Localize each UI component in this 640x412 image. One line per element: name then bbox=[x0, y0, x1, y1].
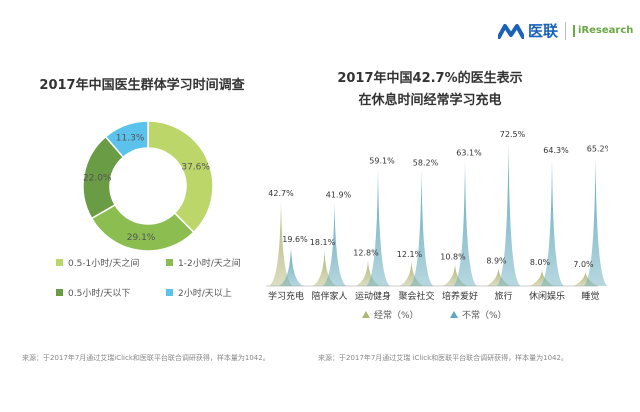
data-label-often-0: 42.7% bbox=[268, 189, 294, 198]
partner-logo: iResearch bbox=[573, 24, 633, 37]
data-label-seldom-5: 72.5% bbox=[500, 130, 526, 139]
right-source-note: 来源：于2017年7月通过艾瑞 iClick和医联平台联合调研获得，样本量为10… bbox=[318, 354, 568, 362]
peak-often-2 bbox=[356, 260, 380, 286]
category-label-5: 旅行 bbox=[494, 290, 512, 302]
legend-swatch bbox=[56, 259, 63, 266]
legend-label-0: 经常（%） bbox=[374, 309, 419, 321]
data-label-often-7: 7.0% bbox=[573, 260, 594, 269]
legend-swatch bbox=[56, 289, 63, 296]
peak-seldom-1 bbox=[322, 202, 347, 286]
donut-chart-title: 2017年中国医生群体学习时间调查 bbox=[39, 78, 245, 93]
peak-seldom-0 bbox=[279, 247, 303, 286]
donut-value-label-2: 22.0% bbox=[83, 173, 112, 183]
data-label-seldom-7: 65.2% bbox=[587, 144, 608, 153]
legend-marker-0 bbox=[362, 311, 370, 318]
data-label-seldom-2: 59.1% bbox=[369, 157, 395, 166]
peak-seldom-7 bbox=[583, 156, 608, 286]
donut-chart: 37.6% 29.1% 22.0% 11.3% bbox=[82, 120, 214, 252]
data-label-often-2: 12.8% bbox=[353, 249, 379, 258]
donut-slice-3 bbox=[104, 120, 149, 159]
category-label-2: 运动健身 bbox=[355, 290, 391, 302]
data-label-often-4: 10.8% bbox=[440, 253, 466, 262]
category-label-1: 陪伴家人 bbox=[311, 290, 347, 302]
area-chart-title: 2017年中国42.7%的医生表示 在休息时间经常学习充电 bbox=[330, 68, 530, 112]
brand-logo: 医联 iResearch bbox=[498, 20, 633, 41]
brand-name: 医联 bbox=[528, 22, 559, 40]
category-label-7: 睡觉 bbox=[581, 290, 599, 302]
area-chart: 42.7% 19.6% 学习充电 18.1% 41.9% 陪伴家人 12.8% 59.1% 运动… bbox=[266, 130, 608, 321]
legend-item-1: 1-2小时/天之间 bbox=[166, 256, 241, 269]
legend-item-3: 2小时/天以上 bbox=[166, 286, 232, 299]
category-label-4: 培养爱好 bbox=[442, 290, 478, 302]
legend-label: 2小时/天以上 bbox=[178, 289, 232, 299]
peak-seldom-6 bbox=[540, 158, 564, 286]
data-label-seldom-1: 41.9% bbox=[326, 191, 352, 200]
legend-label: 0.5-1小时/天之间 bbox=[68, 259, 140, 269]
category-label-0: 学习充电 bbox=[268, 290, 304, 302]
peak-often-3 bbox=[399, 261, 424, 286]
data-label-often-6: 8.0% bbox=[530, 258, 551, 267]
legend-swatch bbox=[166, 289, 173, 296]
left-source-note: 来源：于2017年7月通过艾瑞iClick和医联平台联合调研获得，样本量为104… bbox=[22, 354, 270, 362]
peak-often-5 bbox=[486, 268, 511, 286]
peak-often-1 bbox=[312, 250, 337, 286]
yilian-logo-icon bbox=[498, 23, 524, 39]
legend-item-2: 0.5小时/天以下 bbox=[56, 286, 130, 299]
legend-label-1: 不常（%） bbox=[462, 309, 507, 321]
peak-seldom-2 bbox=[366, 168, 390, 286]
data-label-often-3: 12.1% bbox=[397, 250, 423, 259]
legend-label: 1-2小时/天之间 bbox=[178, 259, 241, 269]
legend-swatch bbox=[166, 259, 173, 266]
donut-slice-0 bbox=[147, 120, 214, 234]
peak-seldom-3 bbox=[409, 170, 434, 286]
peak-seldom-5 bbox=[496, 141, 521, 286]
legend-item-0: 0.5-1小时/天之间 bbox=[56, 256, 139, 269]
data-label-seldom-0: 19.6% bbox=[282, 235, 308, 244]
peak-seldom-4 bbox=[453, 160, 477, 286]
area-chart-title-line2: 在休息时间经常学习充电 bbox=[358, 93, 502, 108]
donut-value-label-0: 37.6% bbox=[181, 162, 210, 172]
legend-marker-1 bbox=[450, 311, 458, 318]
donut-value-label-1: 29.1% bbox=[127, 233, 156, 243]
peak-often-4 bbox=[443, 264, 467, 286]
data-label-often-5: 8.9% bbox=[486, 256, 507, 265]
peak-often-0 bbox=[269, 201, 293, 286]
category-label-3: 聚会社交 bbox=[398, 290, 434, 302]
data-label-often-1: 18.1% bbox=[310, 238, 336, 247]
data-label-seldom-4: 63.1% bbox=[456, 149, 482, 158]
donut-value-label-3: 11.3% bbox=[116, 134, 145, 144]
brand-divider bbox=[565, 21, 567, 40]
data-label-seldom-3: 58.2% bbox=[413, 158, 439, 167]
data-label-seldom-6: 64.3% bbox=[543, 146, 569, 155]
category-label-6: 休闲娱乐 bbox=[529, 290, 565, 302]
legend-label: 0.5小时/天以下 bbox=[68, 289, 131, 299]
area-chart-title-line1: 2017年中国42.7%的医生表示 bbox=[337, 71, 523, 86]
